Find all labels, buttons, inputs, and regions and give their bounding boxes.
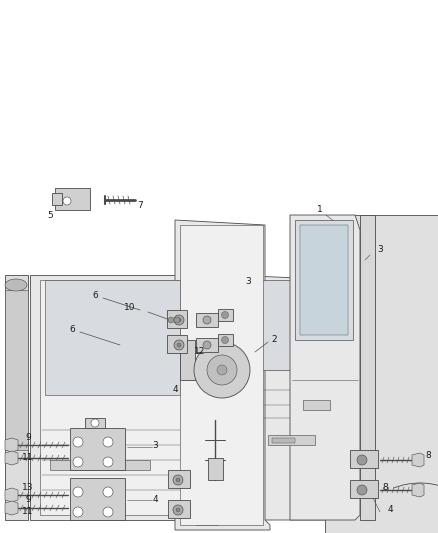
Bar: [70, 478, 125, 520]
Polygon shape: [272, 438, 295, 443]
Polygon shape: [230, 275, 348, 520]
Polygon shape: [5, 488, 18, 502]
Circle shape: [222, 336, 229, 343]
Polygon shape: [360, 215, 375, 520]
Polygon shape: [235, 280, 340, 370]
Circle shape: [203, 341, 211, 349]
Text: 4: 4: [172, 385, 178, 394]
Polygon shape: [40, 280, 182, 515]
Polygon shape: [300, 225, 348, 335]
Circle shape: [217, 365, 227, 375]
Circle shape: [203, 316, 211, 324]
Bar: [196, 338, 218, 352]
Circle shape: [357, 485, 367, 495]
Text: 6: 6: [92, 292, 98, 301]
Circle shape: [91, 419, 99, 427]
Circle shape: [177, 343, 181, 347]
Text: 3: 3: [377, 246, 383, 254]
Bar: [70, 428, 125, 470]
Circle shape: [103, 437, 113, 447]
Circle shape: [173, 475, 183, 485]
Circle shape: [174, 315, 184, 325]
Bar: [350, 450, 378, 468]
Circle shape: [177, 318, 181, 322]
Text: 7: 7: [137, 200, 143, 209]
Bar: [168, 470, 190, 488]
Bar: [167, 310, 187, 328]
Polygon shape: [295, 220, 353, 340]
Text: 11: 11: [22, 453, 34, 462]
Circle shape: [73, 487, 83, 497]
Circle shape: [63, 197, 71, 205]
Circle shape: [173, 505, 183, 515]
Bar: [168, 500, 190, 518]
Polygon shape: [50, 460, 150, 470]
Bar: [196, 313, 218, 327]
Polygon shape: [196, 275, 218, 525]
Bar: [218, 309, 233, 321]
Polygon shape: [412, 453, 424, 467]
Bar: [218, 334, 233, 346]
Circle shape: [73, 437, 83, 447]
Bar: [52, 193, 62, 205]
Text: 9: 9: [25, 496, 31, 505]
Circle shape: [174, 317, 180, 323]
Polygon shape: [30, 275, 195, 520]
Circle shape: [168, 317, 174, 323]
Circle shape: [222, 311, 229, 319]
Circle shape: [176, 508, 180, 512]
Polygon shape: [5, 501, 18, 515]
Polygon shape: [175, 220, 270, 530]
Circle shape: [176, 478, 180, 482]
Text: 6: 6: [69, 326, 75, 335]
Circle shape: [357, 455, 367, 465]
Circle shape: [103, 507, 113, 517]
Text: 12: 12: [194, 348, 206, 357]
Circle shape: [174, 340, 184, 350]
Polygon shape: [290, 215, 360, 520]
Polygon shape: [268, 435, 315, 445]
Text: 13: 13: [22, 483, 34, 492]
Polygon shape: [5, 451, 18, 465]
Text: 1: 1: [317, 206, 323, 214]
Circle shape: [73, 507, 83, 517]
Polygon shape: [325, 215, 438, 533]
Polygon shape: [412, 483, 424, 497]
Text: 5: 5: [47, 211, 53, 220]
Text: 3: 3: [245, 278, 251, 287]
Polygon shape: [5, 275, 28, 520]
Bar: [55, 188, 90, 210]
Text: 11: 11: [22, 507, 34, 516]
Text: 8: 8: [425, 450, 431, 459]
Text: 3: 3: [152, 440, 158, 449]
Text: 8: 8: [382, 482, 388, 491]
Bar: [85, 418, 105, 428]
Circle shape: [194, 342, 250, 398]
Polygon shape: [303, 400, 330, 410]
Polygon shape: [180, 225, 263, 525]
Text: 9: 9: [25, 432, 31, 441]
Bar: [350, 480, 378, 498]
Bar: [167, 335, 187, 353]
Text: 4: 4: [387, 505, 393, 514]
Polygon shape: [45, 280, 180, 395]
Ellipse shape: [5, 279, 27, 291]
Bar: [208, 458, 223, 480]
Circle shape: [207, 355, 237, 385]
Text: 4: 4: [152, 496, 158, 505]
Text: 2: 2: [271, 335, 277, 344]
Circle shape: [103, 457, 113, 467]
Circle shape: [103, 487, 113, 497]
Polygon shape: [5, 438, 18, 452]
Text: 10: 10: [124, 303, 136, 312]
Circle shape: [73, 457, 83, 467]
Polygon shape: [180, 340, 195, 380]
Polygon shape: [5, 290, 28, 450]
